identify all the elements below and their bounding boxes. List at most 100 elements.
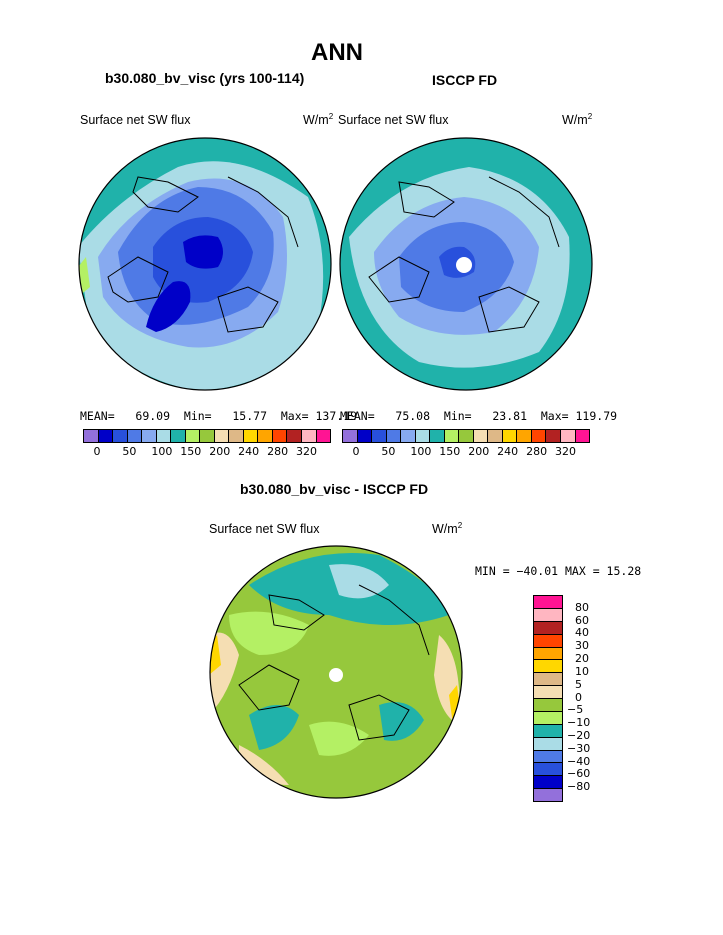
colorbar-swatch [534, 634, 562, 648]
colorbar-swatch [272, 430, 288, 442]
colorbar-swatch [343, 430, 358, 442]
diff-units: W/m2 [432, 521, 463, 537]
colorbar-tick-label: −30 [567, 741, 591, 755]
colorbar-swatch [502, 430, 518, 442]
colorbar-swatch [534, 596, 562, 609]
colorbar-tick-label: 200 [468, 445, 490, 458]
diff-field: Surface net SW flux [209, 522, 320, 536]
colorbar-swatch [534, 686, 562, 699]
colorbar-tick-label: 100 [151, 445, 173, 458]
colorbar-tick-label: 10 [575, 664, 589, 678]
colorbar-tick-label: 320 [555, 445, 577, 458]
polar-map-observed [339, 137, 593, 391]
colorbar-swatch [534, 737, 562, 751]
colorbar-swatch [142, 430, 157, 442]
colorbar-swatch [386, 430, 402, 442]
colorbar-tick-label: 200 [209, 445, 231, 458]
colorbar-tick-label: 80 [575, 600, 589, 614]
colorbar-tick-label: 5 [575, 677, 582, 691]
colorbar-tick-label: 40 [575, 626, 589, 640]
colorbar-tick-label: 30 [575, 639, 589, 653]
colorbar-swatch [214, 430, 230, 442]
colorbar-swatch [156, 430, 172, 442]
colorbar-swatch [200, 430, 215, 442]
colorbar-swatch [287, 430, 302, 442]
colorbar-swatch [113, 430, 128, 442]
colorbar-tick-label: −40 [567, 754, 591, 768]
colorbar-tick-label: 240 [497, 445, 519, 458]
colorbar-tick-label: 240 [238, 445, 260, 458]
polar-map-difference [209, 545, 463, 799]
colorbar-swatch [301, 430, 317, 442]
colorbar-swatch [534, 621, 562, 635]
colorbar-swatch [575, 430, 590, 442]
colorbar-swatch [534, 711, 562, 725]
panel1-field: Surface net SW flux [80, 113, 191, 127]
colorbar-swatch [316, 430, 331, 442]
diff-minmax: MIN = −40.01 MAX = 15.28 [475, 564, 642, 578]
panel2-units: W/m2 [562, 112, 593, 128]
colorbar-tick-label: −80 [567, 780, 591, 794]
colorbar-swatch [534, 776, 562, 790]
colorbar-tick-label: 0 [575, 690, 582, 704]
colorbar-tick-label: 280 [267, 445, 289, 458]
colorbar-swatch [84, 430, 99, 442]
colorbar-swatch [534, 724, 562, 738]
colorbar-swatch [430, 430, 445, 442]
colorbar-difference-labels: 80 60 40 30 20 10 5 0 −5 −10 −20 −30 −40 −60 −80 [567, 595, 627, 800]
colorbar-tick-label: 0 [352, 445, 360, 458]
colorbar-swatch [534, 647, 562, 661]
colorbar-tick-label: −60 [567, 767, 591, 781]
colorbar-tick-label: 320 [296, 445, 318, 458]
colorbar-swatch [229, 430, 244, 442]
colorbar-swatch [185, 430, 201, 442]
diff-header: b30.080_bv_visc - ISCCP FD [240, 481, 429, 497]
main-title: ANN [311, 39, 363, 66]
colorbar-model-labels: 0 50 100 150 200 240 280 320 [83, 445, 329, 459]
panel2-field: Surface net SW flux [338, 113, 449, 127]
colorbar-swatch [534, 660, 562, 674]
colorbar-swatch [517, 430, 532, 442]
colorbar-swatch [459, 430, 474, 442]
colorbar-tick-label: 0 [93, 445, 101, 458]
colorbar-difference [533, 595, 563, 802]
panel1-header: b30.080_bv_visc (yrs 100-114) [105, 70, 305, 86]
colorbar-swatch [372, 430, 387, 442]
colorbar-swatch [546, 430, 561, 442]
colorbar-swatch [401, 430, 416, 442]
colorbar-swatch [534, 673, 562, 687]
polar-map-model [78, 137, 332, 391]
colorbar-observed [342, 429, 590, 443]
colorbar-swatch [415, 430, 431, 442]
colorbar-swatch [243, 430, 259, 442]
colorbar-swatch [560, 430, 576, 442]
colorbar-tick-label: 150 [180, 445, 202, 458]
colorbar-swatch [258, 430, 273, 442]
colorbar-tick-label: 100 [410, 445, 432, 458]
colorbar-swatch [534, 789, 562, 801]
colorbar-swatch [473, 430, 489, 442]
panel1-stats: MEAN= 69.09 Min= 15.77 Max= 137.19 [80, 409, 358, 423]
colorbar-tick-label: 280 [526, 445, 548, 458]
colorbar-tick-label: −10 [567, 716, 591, 730]
colorbar-swatch [534, 763, 562, 777]
colorbar-swatch [171, 430, 186, 442]
colorbar-swatch [98, 430, 114, 442]
panel1-units: W/m2 [303, 112, 334, 128]
colorbar-tick-label: 60 [575, 613, 589, 627]
colorbar-tick-label: 50 [381, 445, 396, 458]
colorbar-swatch [534, 699, 562, 712]
colorbar-swatch [488, 430, 503, 442]
colorbar-swatch [534, 608, 562, 622]
colorbar-swatch [357, 430, 373, 442]
colorbar-tick-label: 50 [122, 445, 137, 458]
colorbar-observed-labels: 0 50 100 150 200 240 280 320 [342, 445, 588, 459]
panel2-stats: MEAN= 75.08 Min= 23.81 Max= 119.79 [340, 409, 618, 423]
colorbar-tick-label: −20 [567, 728, 591, 742]
colorbar-swatch [534, 750, 562, 764]
panel2-header: ISCCP FD [432, 72, 498, 88]
colorbar-swatch [444, 430, 460, 442]
colorbar-swatch [531, 430, 547, 442]
colorbar-swatch [127, 430, 143, 442]
